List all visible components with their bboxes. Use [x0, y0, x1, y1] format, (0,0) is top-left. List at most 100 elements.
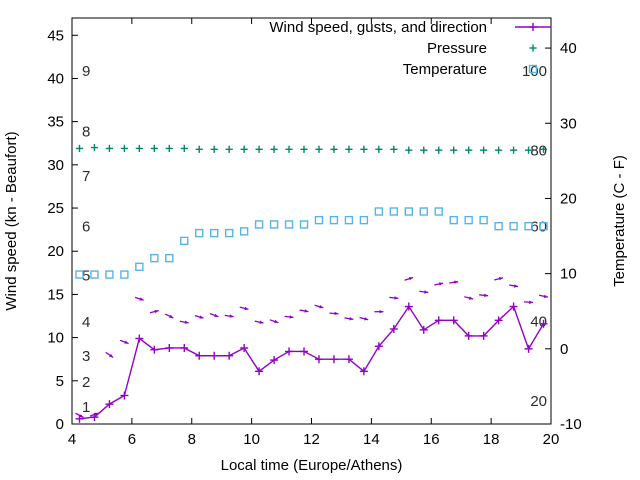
arrow-head: [498, 277, 503, 281]
y2-tick-label: 0: [560, 341, 568, 358]
arrow-head: [259, 320, 264, 324]
y-tick-label: 15: [47, 286, 64, 303]
arrow-head: [439, 282, 444, 286]
arrow-head: [109, 353, 114, 358]
beaufort-label: 1: [82, 399, 90, 416]
arrow-head: [124, 340, 129, 344]
square-marker: [180, 236, 189, 246]
square-marker: [329, 215, 339, 225]
arrow-head: [424, 290, 429, 294]
arrow-head: [484, 293, 489, 298]
legend-label-1: Pressure: [427, 40, 487, 57]
wind-speed-line: [79, 305, 545, 420]
arrow-head: [229, 314, 234, 318]
arrow-head: [513, 284, 519, 288]
legend-label-2: Temperature: [403, 61, 487, 78]
arrow-head: [394, 296, 399, 300]
series-wind-speed: [75, 302, 548, 423]
arrow-head: [94, 412, 99, 416]
square-marker: [528, 64, 538, 74]
y2-tick-label: -10: [560, 416, 582, 433]
beaufort-label: 3: [82, 348, 90, 365]
square-marker: [449, 215, 458, 225]
square-marker: [389, 207, 399, 216]
square-marker: [165, 253, 174, 263]
y-tick-label: 20: [47, 243, 64, 260]
arrow-head: [79, 414, 84, 418]
fahrenheit-label: 40: [530, 313, 547, 330]
square-marker: [150, 253, 159, 263]
y-tick-label: 30: [47, 157, 64, 174]
square-marker: [120, 270, 129, 279]
square-marker: [314, 215, 324, 225]
y-tick-label: 40: [47, 70, 64, 87]
beaufort-label: 7: [82, 168, 90, 185]
arrow-head: [244, 306, 249, 311]
square-marker: [464, 215, 473, 225]
arrow-head: [154, 309, 159, 314]
beaufort-label: 9: [82, 63, 90, 80]
arrow-head: [334, 311, 339, 316]
y-axis-title: Wind speed (kn - Beaufort): [3, 131, 20, 310]
plot-frame: [71, 17, 552, 425]
square-marker: [494, 221, 503, 231]
square-marker: [195, 228, 204, 238]
y-tick-label: 45: [47, 27, 64, 44]
square-marker: [374, 207, 384, 216]
legend-marker-1: [529, 44, 537, 52]
square-marker: [224, 228, 234, 238]
square-marker: [254, 220, 264, 229]
x-tick-label: 12: [303, 431, 320, 448]
square-marker: [269, 220, 279, 229]
y-tick-label: 25: [47, 200, 64, 217]
beaufort-label: 8: [82, 123, 90, 140]
fahrenheit-label: 80: [530, 142, 547, 159]
square-marker: [75, 270, 84, 279]
y2-tick-label: 20: [560, 190, 577, 207]
x-tick-label: 18: [483, 431, 500, 448]
y2-tick-label: 10: [560, 266, 577, 283]
x-tick-label: 20: [543, 431, 560, 448]
x-tick-label: 14: [363, 431, 380, 448]
square-marker: [359, 215, 369, 225]
y-tick-label: 35: [47, 114, 64, 131]
arrow-head: [184, 320, 189, 324]
square-marker: [404, 207, 413, 216]
legend-label-0: Wind speed, gusts, and direction: [269, 19, 487, 36]
series-pressure: [75, 143, 548, 154]
fahrenheit-label: 100: [522, 63, 547, 80]
y-tick-label: 0: [56, 416, 64, 433]
square-marker: [135, 262, 144, 271]
arrow-head: [304, 309, 309, 313]
x-tick-label: 10: [243, 431, 260, 448]
arrow-head: [408, 277, 414, 281]
square-marker: [299, 220, 309, 229]
arrow-head: [364, 317, 369, 321]
x-tick-label: 8: [188, 431, 196, 448]
x-tick-label: 16: [423, 431, 440, 448]
arrow-head: [349, 317, 354, 321]
square-marker: [509, 221, 518, 231]
square-marker: [90, 270, 99, 279]
beaufort-label: 6: [82, 218, 90, 235]
square-marker: [539, 221, 548, 231]
x-tick-label: 6: [128, 431, 136, 448]
y2-tick-label: 30: [560, 115, 577, 132]
arrow-head: [214, 313, 219, 317]
square-marker: [105, 270, 114, 279]
square-marker: [239, 227, 249, 236]
x-axis-title: Local time (Europe/Athens): [221, 457, 403, 474]
arrow-head: [199, 315, 204, 319]
arrow-head: [274, 319, 279, 324]
arrow-head: [468, 296, 474, 300]
square-marker: [344, 215, 354, 225]
arrow-head: [454, 280, 459, 284]
arrow-head: [169, 314, 174, 318]
square-marker: [284, 220, 294, 229]
legend-marker-2: [528, 64, 538, 74]
y2-tick-label: 40: [560, 40, 577, 57]
fahrenheit-label: 20: [530, 393, 547, 410]
beaufort-label: 2: [82, 374, 90, 391]
legend-marker-0: [515, 23, 551, 31]
